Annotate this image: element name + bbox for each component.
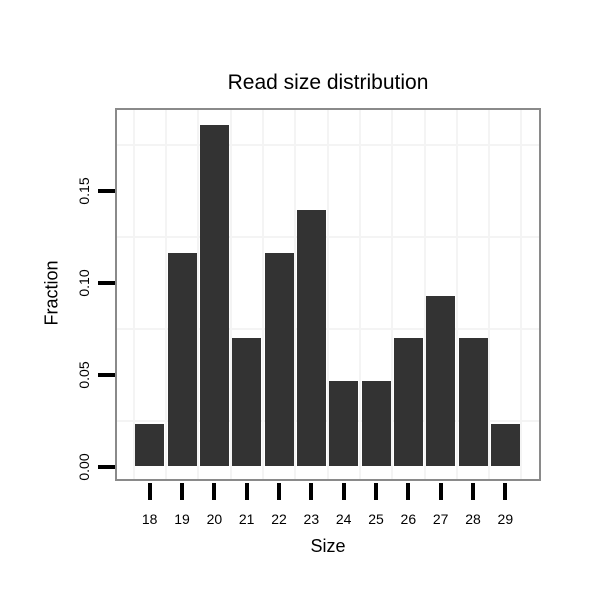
bar-23	[296, 210, 326, 467]
x-tick-label: 27	[432, 511, 449, 527]
y-tick-label: 0.10	[76, 269, 92, 297]
x-tick	[277, 483, 282, 500]
y-tick	[98, 372, 115, 377]
y-tick-label: 0.00	[76, 452, 92, 481]
plot-panel	[115, 108, 541, 481]
gridline-horizontal	[117, 327, 539, 330]
gridline-vertical	[197, 110, 200, 479]
y-axis-title: Fraction	[41, 260, 62, 326]
gridline-vertical	[229, 110, 232, 479]
bar-27	[426, 295, 456, 467]
bar-20	[199, 124, 229, 467]
gridline-vertical	[455, 110, 458, 479]
y-tick	[98, 464, 115, 469]
x-tick-label: 22	[271, 511, 287, 527]
x-tick-label: 21	[238, 511, 255, 527]
gridline-vertical	[132, 110, 135, 479]
gridline-vertical	[294, 110, 297, 479]
x-tick-label: 18	[141, 511, 158, 527]
x-tick	[212, 483, 217, 500]
x-tick-label: 24	[335, 511, 352, 527]
x-tick	[471, 483, 475, 500]
x-tick-label: 20	[206, 511, 223, 527]
x-tick-label: 23	[303, 511, 320, 527]
bar-25	[361, 381, 391, 467]
gridline-vertical	[423, 110, 426, 479]
bar-28	[458, 338, 488, 467]
gridline-vertical	[358, 110, 361, 479]
x-tick	[341, 483, 346, 500]
bar-18	[135, 423, 165, 467]
x-tick	[503, 483, 508, 500]
bar-21	[232, 338, 262, 467]
gridline-vertical	[488, 110, 491, 479]
x-tick	[180, 483, 185, 500]
bar-19	[167, 252, 197, 467]
x-tick-label: 25	[368, 511, 384, 527]
x-tick-label: 28	[465, 511, 481, 527]
x-tick	[406, 483, 411, 500]
bar-24	[329, 381, 359, 467]
x-tick-label: 29	[497, 511, 514, 527]
y-tick-label: 0.05	[76, 360, 92, 389]
bar-26	[393, 338, 423, 467]
x-tick	[438, 483, 443, 500]
x-axis-title: Size	[310, 536, 346, 556]
gridline-vertical	[326, 110, 329, 479]
bar-22	[264, 252, 294, 467]
gridline-horizontal	[117, 235, 539, 238]
x-tick	[309, 483, 314, 500]
gridline-horizontal	[117, 419, 539, 422]
x-tick-label: 26	[400, 511, 417, 527]
y-tick	[98, 280, 115, 285]
gridline-vertical	[391, 110, 394, 479]
gridline-vertical	[520, 110, 523, 479]
gridline-horizontal	[117, 143, 539, 146]
x-tick	[244, 483, 249, 500]
gridline-vertical	[164, 110, 167, 479]
gridline-vertical	[261, 110, 264, 479]
y-tick	[98, 188, 115, 193]
chart-title: Read size distribution	[227, 71, 429, 94]
x-tick-label: 19	[174, 511, 190, 527]
x-tick	[374, 483, 378, 500]
bar-29	[490, 423, 520, 467]
x-tick	[147, 483, 152, 500]
y-tick-label: 0.15	[76, 177, 92, 205]
